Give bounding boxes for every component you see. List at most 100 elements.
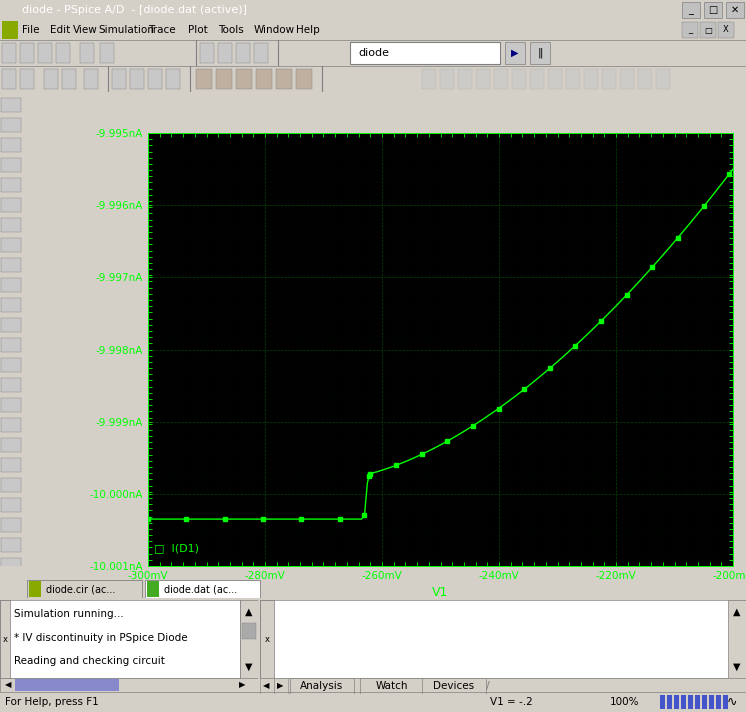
- Bar: [260, 600, 274, 678]
- Bar: [1, 118, 21, 132]
- Bar: [218, 43, 232, 63]
- Bar: [0, 600, 10, 678]
- Text: x: x: [2, 634, 7, 644]
- Bar: [1, 458, 21, 472]
- Bar: [682, 22, 698, 38]
- Bar: [530, 42, 550, 64]
- Text: Trace: Trace: [148, 25, 175, 35]
- Text: Window: Window: [254, 25, 295, 35]
- Text: □  I(D1): □ I(D1): [154, 543, 199, 553]
- Text: ▶: ▶: [511, 48, 518, 58]
- Bar: [726, 2, 744, 18]
- Bar: [476, 68, 490, 90]
- Bar: [276, 68, 292, 90]
- Bar: [20, 43, 34, 63]
- Bar: [1, 538, 21, 552]
- Text: For Help, press F1: For Help, press F1: [5, 697, 98, 707]
- Bar: [56, 43, 70, 63]
- Bar: [700, 22, 716, 38]
- Text: ◀: ◀: [263, 681, 269, 691]
- Bar: [548, 68, 562, 90]
- Bar: [290, 678, 354, 694]
- Text: Simulation: Simulation: [98, 25, 154, 35]
- Bar: [130, 68, 144, 90]
- Bar: [350, 42, 500, 64]
- Bar: [112, 68, 126, 90]
- Bar: [1, 178, 21, 192]
- Bar: [196, 68, 212, 90]
- Text: ▲: ▲: [245, 607, 253, 617]
- Text: ✕: ✕: [731, 5, 739, 15]
- Text: V1 = -.2: V1 = -.2: [490, 697, 533, 707]
- Text: X: X: [723, 26, 729, 34]
- Text: diode.dat (ac...: diode.dat (ac...: [164, 584, 237, 594]
- X-axis label: V1: V1: [433, 587, 448, 600]
- Bar: [584, 68, 598, 90]
- Text: Help: Help: [296, 25, 320, 35]
- Bar: [709, 695, 714, 709]
- Bar: [256, 68, 272, 90]
- Bar: [145, 580, 260, 598]
- Bar: [62, 68, 76, 90]
- Bar: [2, 43, 16, 63]
- Bar: [1, 258, 21, 272]
- Bar: [1, 478, 21, 492]
- Bar: [1, 198, 21, 212]
- Bar: [44, 68, 58, 90]
- Bar: [360, 678, 424, 694]
- Bar: [2, 68, 16, 90]
- Text: diode - PSpice A/D  - [diode.dat (active)]: diode - PSpice A/D - [diode.dat (active)…: [22, 5, 247, 15]
- Bar: [695, 695, 700, 709]
- Bar: [681, 695, 686, 709]
- Bar: [16, 679, 119, 691]
- Bar: [674, 695, 679, 709]
- Bar: [1, 98, 21, 112]
- Bar: [236, 68, 252, 90]
- Bar: [236, 43, 250, 63]
- Text: ▶: ▶: [277, 681, 283, 691]
- Text: ▶: ▶: [239, 681, 245, 689]
- Bar: [147, 581, 159, 597]
- Bar: [1, 298, 21, 312]
- Bar: [702, 695, 707, 709]
- Text: ▼: ▼: [245, 661, 253, 671]
- Bar: [723, 695, 728, 709]
- Bar: [1, 318, 21, 332]
- Bar: [1, 558, 21, 572]
- Bar: [2, 21, 18, 39]
- Bar: [1, 418, 21, 432]
- Bar: [242, 624, 256, 639]
- Text: ∿: ∿: [727, 696, 737, 708]
- Bar: [1, 278, 21, 292]
- Text: ‖: ‖: [537, 48, 543, 58]
- Bar: [656, 68, 670, 90]
- Bar: [458, 68, 472, 90]
- Text: diode: diode: [358, 48, 389, 58]
- Text: diode.cir (ac...: diode.cir (ac...: [46, 584, 116, 594]
- Bar: [20, 68, 34, 90]
- Text: Analysis: Analysis: [301, 681, 344, 691]
- Bar: [602, 68, 616, 90]
- Bar: [1, 358, 21, 372]
- Bar: [200, 43, 214, 63]
- Bar: [27, 580, 142, 598]
- Bar: [166, 68, 180, 90]
- Text: Plot: Plot: [188, 25, 207, 35]
- Text: /: /: [486, 681, 490, 691]
- Text: Simulation running...: Simulation running...: [14, 609, 124, 619]
- Bar: [512, 68, 526, 90]
- Bar: [1, 518, 21, 532]
- Bar: [688, 695, 693, 709]
- Bar: [274, 678, 288, 694]
- Bar: [440, 68, 454, 90]
- Bar: [1, 138, 21, 152]
- Bar: [1, 218, 21, 232]
- Bar: [148, 68, 162, 90]
- Text: Tools: Tools: [218, 25, 244, 35]
- Bar: [682, 2, 700, 18]
- Text: □: □: [709, 5, 718, 15]
- Bar: [1, 438, 21, 452]
- Bar: [660, 695, 665, 709]
- Bar: [422, 678, 486, 694]
- Bar: [296, 68, 312, 90]
